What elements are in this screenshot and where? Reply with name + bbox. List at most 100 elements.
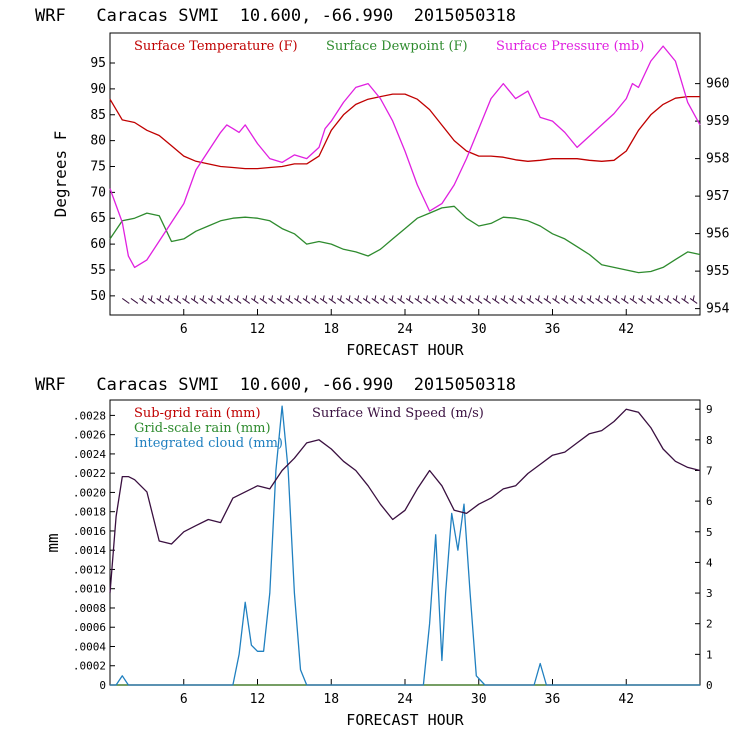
- y-tick-label: .0002: [73, 660, 106, 673]
- series-surface-temperature-f: [109, 93, 700, 170]
- y2-tick-label: 955: [706, 264, 729, 279]
- y-tick-label: .0012: [73, 563, 106, 576]
- wind-barb: [672, 295, 681, 304]
- wind-barb: [294, 295, 302, 304]
- legend-integrated-cloud: Integrated cloud (mm): [134, 436, 283, 451]
- wind-barb: [621, 295, 629, 304]
- wind-barb: [216, 295, 225, 304]
- wind-barb: [319, 295, 328, 304]
- wind-barb: [681, 295, 689, 304]
- temperature-panel: WRF Caracas SVMI 10.600, -66.990 2015050…: [35, 6, 730, 359]
- series-surface-wind-speed-m-s: [109, 408, 701, 594]
- wind-barb: [431, 295, 440, 304]
- wind-barb: [612, 295, 621, 304]
- wind-barb: [371, 295, 380, 304]
- wind-barb: [423, 295, 431, 304]
- wind-barb: [509, 295, 517, 304]
- wind-barb: [543, 295, 552, 304]
- series-integrated-cloud-mm: [110, 405, 700, 686]
- wind-barb: [689, 295, 698, 304]
- legend-subgrid-rain: Sub-grid rain (mm): [134, 406, 261, 421]
- wind-barb: [242, 295, 251, 304]
- y2-tick-label: 960: [706, 77, 729, 92]
- wind-barb: [388, 295, 397, 304]
- wind-barb: [440, 295, 448, 304]
- y-tick-label: .0014: [73, 544, 106, 557]
- wind-barb: [629, 295, 638, 304]
- wind-barb: [380, 295, 388, 304]
- y-tick-label: 70: [90, 185, 106, 200]
- y2-tick-label: 9: [706, 403, 713, 416]
- wind-barb: [302, 295, 311, 304]
- wind-barb: [448, 295, 457, 304]
- y-tick-label: .0004: [73, 640, 106, 653]
- y-tick-label: .0006: [73, 621, 106, 634]
- panel-header: WRF Caracas SVMI 10.600, -66.990 2015050…: [35, 375, 516, 395]
- y2-tick-label: 954: [706, 302, 730, 317]
- wind-barb: [199, 295, 208, 304]
- x-tick-label: 18: [323, 322, 339, 337]
- legend-wind-speed: Surface Wind Speed (m/s): [312, 406, 484, 421]
- y-tick-label: 50: [90, 289, 106, 304]
- y-tick-label: 65: [90, 211, 106, 226]
- x-tick-label: 30: [471, 322, 487, 337]
- wind-barb: [560, 295, 569, 304]
- wind-barb: [139, 295, 147, 304]
- y-tick-label: .0028: [73, 409, 106, 422]
- wind-barb: [552, 295, 560, 304]
- y-tick-label: 90: [90, 82, 106, 97]
- plot-frame: [109, 32, 701, 316]
- x-tick-label: 24: [397, 322, 413, 337]
- series-surface-dewpoint-f: [109, 205, 701, 274]
- wind-barb: [156, 295, 164, 304]
- y2-tick-label: 956: [706, 227, 729, 242]
- x-tick-label: 6: [180, 692, 188, 707]
- wind-barb: [328, 295, 337, 304]
- wind-barb: [233, 295, 242, 304]
- x-tick-label: 6: [180, 322, 188, 337]
- wind-barb: [397, 295, 405, 304]
- wind-barb: [165, 295, 173, 304]
- wind-barb: [147, 295, 156, 304]
- legend-temperature: Surface Temperature (F): [134, 39, 298, 54]
- y-tick-labels: 0 .0002 .0004 .0006 .0008 .0010 .0012 .0014 .001…: [73, 409, 106, 692]
- wind-barbs: [122, 295, 698, 304]
- wind-barb: [285, 295, 294, 304]
- y-tick-label: 0: [99, 679, 106, 692]
- y-tick-label: .0024: [73, 448, 106, 461]
- wind-barb: [251, 295, 259, 304]
- wind-barb: [362, 295, 371, 304]
- wind-barb: [646, 295, 655, 304]
- y-tick-label: .0008: [73, 602, 106, 615]
- y-tick-label: 75: [90, 159, 106, 174]
- wind-barb: [225, 295, 233, 304]
- x-tick-label: 36: [545, 692, 561, 707]
- wind-barb: [345, 295, 354, 304]
- x-tick-label: 42: [618, 322, 634, 337]
- wind-barb: [457, 295, 466, 304]
- wind-barb: [405, 295, 414, 304]
- wind-barb: [500, 295, 509, 304]
- wind-barb: [173, 295, 182, 304]
- wind-barb: [535, 295, 543, 304]
- x-tick-labels: 6 12 18 24 30 36 42: [180, 692, 634, 707]
- x-tick-label: 12: [250, 692, 266, 707]
- legend-gridscale-rain: Grid-scale rain (mm): [134, 421, 271, 436]
- wind-barb: [130, 298, 139, 304]
- y2-tick-labels: 954 955 956 957 958 959 960: [706, 77, 730, 317]
- y-tick-label: 85: [90, 108, 106, 123]
- wind-barb: [466, 295, 474, 304]
- wind-barb: [276, 295, 285, 304]
- y-tick-label: 95: [90, 56, 106, 71]
- series-group: [109, 45, 701, 274]
- y-tick-label: 60: [90, 237, 106, 252]
- wind-barb: [182, 295, 190, 304]
- y-tick-label: .0020: [73, 486, 106, 499]
- y2-tick-label: 6: [706, 495, 713, 508]
- x-axis-label: FORECAST HOUR: [346, 341, 464, 359]
- y2-tick-label: 957: [706, 189, 729, 204]
- y2-tick-labels: 0 1 2 3 4 5 6 7 8 9: [706, 403, 713, 692]
- x-axis-label: FORECAST HOUR: [346, 711, 464, 729]
- grid-ticks: [110, 62, 700, 315]
